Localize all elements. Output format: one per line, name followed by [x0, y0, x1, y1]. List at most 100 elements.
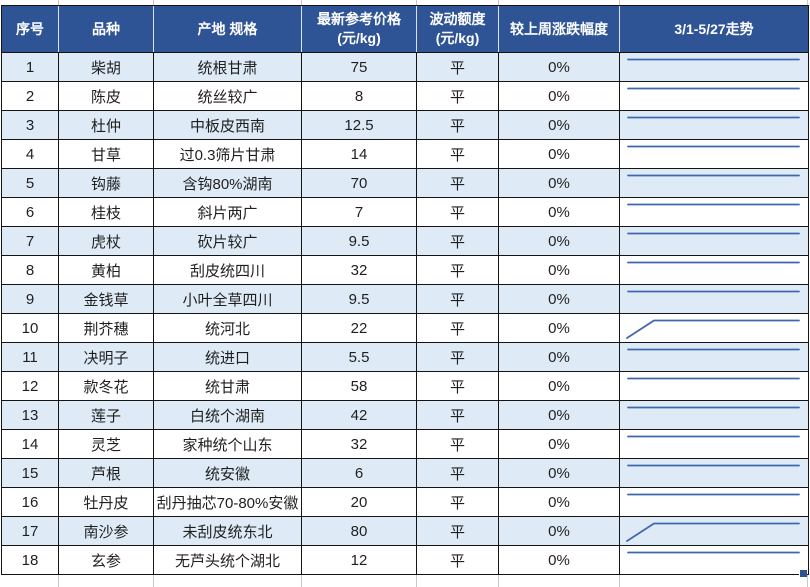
- cell-trend[interactable]: [619, 168, 809, 198]
- cell-spec[interactable]: 白统个湖南: [153, 400, 302, 430]
- cell-spec[interactable]: 统安徽: [153, 458, 302, 488]
- cell-trend[interactable]: [619, 545, 809, 575]
- cell-name[interactable]: 荆芥穗: [58, 313, 154, 343]
- cell-name[interactable]: 虎杖: [58, 226, 154, 256]
- column-header-price[interactable]: 最新参考价格 (元/kg): [301, 5, 417, 53]
- cell-price[interactable]: 6: [301, 458, 417, 488]
- cell-trend[interactable]: [619, 429, 809, 459]
- cell-change[interactable]: 0%: [498, 81, 620, 111]
- cell-name[interactable]: 杜仲: [58, 110, 154, 140]
- cell-price[interactable]: 22: [301, 313, 417, 343]
- cell-fluct[interactable]: 平: [416, 139, 499, 169]
- cell-name[interactable]: 柴胡: [58, 52, 154, 82]
- cell-spec[interactable]: 小叶全草四川: [153, 284, 302, 314]
- cell-spec[interactable]: 统丝较广: [153, 81, 302, 111]
- cell-name[interactable]: 决明子: [58, 342, 154, 372]
- cell-trend[interactable]: [619, 487, 809, 517]
- cell-change[interactable]: 0%: [498, 400, 620, 430]
- column-header-spec[interactable]: 产地 规格: [153, 5, 302, 53]
- cell-change[interactable]: 0%: [498, 139, 620, 169]
- cell-price[interactable]: 58: [301, 371, 417, 401]
- cell-fluct[interactable]: 平: [416, 110, 499, 140]
- cell-index[interactable]: 11: [1, 342, 59, 372]
- cell-change[interactable]: 0%: [498, 168, 620, 198]
- cell-name[interactable]: 钩藤: [58, 168, 154, 198]
- cell-price[interactable]: 32: [301, 255, 417, 285]
- cell-index[interactable]: 6: [1, 197, 59, 227]
- cell-name[interactable]: 甘草: [58, 139, 154, 169]
- cell-price[interactable]: 70: [301, 168, 417, 198]
- cell-fluct[interactable]: 平: [416, 81, 499, 111]
- cell-trend[interactable]: [619, 284, 809, 314]
- cell-trend[interactable]: [619, 52, 809, 82]
- cell-change[interactable]: 0%: [498, 429, 620, 459]
- cell-fluct[interactable]: 平: [416, 255, 499, 285]
- cell-name[interactable]: 芦根: [58, 458, 154, 488]
- cell-trend[interactable]: [619, 255, 809, 285]
- cell-name[interactable]: 陈皮: [58, 81, 154, 111]
- cell-spec[interactable]: 家种统个山东: [153, 429, 302, 459]
- cell-price[interactable]: 42: [301, 400, 417, 430]
- cell-change[interactable]: 0%: [498, 110, 620, 140]
- cell-price[interactable]: 12.5: [301, 110, 417, 140]
- cell-index[interactable]: 12: [1, 371, 59, 401]
- cell-trend[interactable]: [619, 81, 809, 111]
- selection-fill-handle[interactable]: [799, 569, 807, 577]
- cell-spec[interactable]: 未刮皮统东北: [153, 516, 302, 546]
- cell-index[interactable]: 18: [1, 545, 59, 575]
- cell-fluct[interactable]: 平: [416, 516, 499, 546]
- cell-fluct[interactable]: 平: [416, 52, 499, 82]
- cell-spec[interactable]: 斜片两广: [153, 197, 302, 227]
- cell-trend[interactable]: [619, 516, 809, 546]
- cell-fluct[interactable]: 平: [416, 284, 499, 314]
- cell-price[interactable]: 75: [301, 52, 417, 82]
- cell-name[interactable]: 莲子: [58, 400, 154, 430]
- cell-change[interactable]: 0%: [498, 226, 620, 256]
- cell-price[interactable]: 80: [301, 516, 417, 546]
- cell-trend[interactable]: [619, 110, 809, 140]
- cell-price[interactable]: 5.5: [301, 342, 417, 372]
- cell-index[interactable]: 2: [1, 81, 59, 111]
- cell-index[interactable]: 5: [1, 168, 59, 198]
- cell-index[interactable]: 10: [1, 313, 59, 343]
- cell-change[interactable]: 0%: [498, 371, 620, 401]
- cell-fluct[interactable]: 平: [416, 226, 499, 256]
- cell-change[interactable]: 0%: [498, 487, 620, 517]
- cell-name[interactable]: 桂枝: [58, 197, 154, 227]
- cell-index[interactable]: 3: [1, 110, 59, 140]
- cell-index[interactable]: 9: [1, 284, 59, 314]
- cell-change[interactable]: 0%: [498, 52, 620, 82]
- cell-spec[interactable]: 统河北: [153, 313, 302, 343]
- cell-fluct[interactable]: 平: [416, 487, 499, 517]
- cell-name[interactable]: 款冬花: [58, 371, 154, 401]
- cell-index[interactable]: 16: [1, 487, 59, 517]
- cell-price[interactable]: 12: [301, 545, 417, 575]
- cell-change[interactable]: 0%: [498, 197, 620, 227]
- cell-change[interactable]: 0%: [498, 342, 620, 372]
- cell-spec[interactable]: 刮皮统四川: [153, 255, 302, 285]
- column-header-index[interactable]: 序号: [1, 5, 59, 53]
- cell-price[interactable]: 32: [301, 429, 417, 459]
- cell-fluct[interactable]: 平: [416, 400, 499, 430]
- column-header-change[interactable]: 较上周涨跌幅度: [498, 5, 620, 53]
- cell-index[interactable]: 13: [1, 400, 59, 430]
- cell-trend[interactable]: [619, 139, 809, 169]
- cell-name[interactable]: 灵芝: [58, 429, 154, 459]
- cell-index[interactable]: 8: [1, 255, 59, 285]
- cell-name[interactable]: 黄柏: [58, 255, 154, 285]
- cell-fluct[interactable]: 平: [416, 458, 499, 488]
- cell-fluct[interactable]: 平: [416, 545, 499, 575]
- cell-spec[interactable]: 统甘肃: [153, 371, 302, 401]
- cell-change[interactable]: 0%: [498, 458, 620, 488]
- cell-spec[interactable]: 过0.3筛片甘肃: [153, 139, 302, 169]
- cell-price[interactable]: 20: [301, 487, 417, 517]
- cell-fluct[interactable]: 平: [416, 429, 499, 459]
- cell-index[interactable]: 1: [1, 52, 59, 82]
- cell-change[interactable]: 0%: [498, 255, 620, 285]
- cell-index[interactable]: 15: [1, 458, 59, 488]
- cell-spec[interactable]: 无芦头统个湖北: [153, 545, 302, 575]
- cell-change[interactable]: 0%: [498, 516, 620, 546]
- cell-trend[interactable]: [619, 342, 809, 372]
- cell-price[interactable]: 14: [301, 139, 417, 169]
- cell-spec[interactable]: 砍片较广: [153, 226, 302, 256]
